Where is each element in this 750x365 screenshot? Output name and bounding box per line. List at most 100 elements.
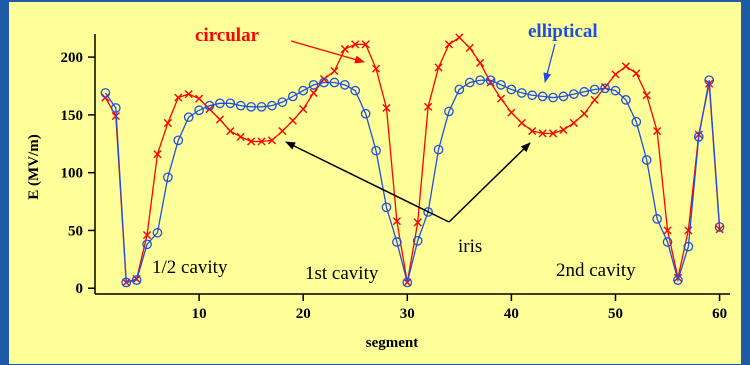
annotation-2nd-cavity: 2nd cavity	[556, 260, 636, 281]
data-point-circular	[642, 91, 651, 100]
data-point-circular	[392, 217, 401, 226]
annotation-iris: iris	[458, 236, 482, 257]
x-tick-label: 10	[192, 306, 207, 322]
data-point-elliptical	[516, 88, 527, 98]
x-tick-label: 20	[296, 306, 311, 322]
data-point-elliptical	[423, 207, 433, 217]
data-point-elliptical	[537, 91, 548, 102]
data-point-elliptical	[464, 77, 475, 88]
data-point-elliptical	[308, 79, 319, 90]
data-point-elliptical	[579, 86, 590, 97]
y-tick-label: 150	[61, 108, 84, 124]
data-point-elliptical	[527, 90, 538, 101]
data-point-elliptical	[485, 75, 496, 86]
data-point-elliptical	[183, 112, 194, 123]
data-point-elliptical	[589, 84, 600, 95]
x-tick-label: 60	[712, 306, 727, 322]
x-tick-label: 40	[504, 306, 519, 322]
legend-arrow-elliptical	[543, 43, 556, 83]
data-point-elliptical	[402, 277, 413, 288]
data-point-elliptical	[673, 275, 683, 285]
data-point-circular	[309, 88, 318, 98]
data-point-circular	[507, 108, 516, 117]
field-profile-chart: 10 20 30 40 50 60 0 50 100 150 200 segment E (MV/m…	[26, 21, 730, 351]
y-tick-label: 50	[68, 223, 83, 239]
data-point-circular	[319, 74, 329, 84]
data-point-circular	[580, 109, 589, 118]
data-point-elliptical	[693, 131, 704, 142]
data-point-elliptical	[225, 98, 236, 109]
data-point-elliptical	[121, 277, 132, 288]
data-point-elliptical	[454, 84, 465, 95]
series-line-circular	[104, 36, 721, 284]
data-point-circular	[590, 95, 599, 104]
data-point-elliptical	[558, 91, 569, 102]
series-line-elliptical	[104, 79, 721, 284]
data-point-circular	[278, 126, 287, 136]
x-tick-label: 30	[400, 306, 415, 322]
chart-panel: 10 20 30 40 50 60 0 50 100 150 200 segment E (MV/m…	[9, 2, 741, 364]
data-point-elliptical	[329, 77, 340, 88]
y-tick-label: 100	[61, 166, 84, 182]
data-point-circular	[267, 136, 277, 145]
data-point-circular	[476, 58, 485, 67]
data-point-circular	[153, 150, 162, 159]
data-point-elliptical	[381, 202, 392, 213]
data-point-circular	[434, 63, 443, 72]
data-point-elliptical	[298, 85, 309, 96]
data-point-elliptical	[569, 89, 579, 99]
data-point-elliptical	[215, 98, 225, 109]
data-point-circular	[236, 132, 245, 141]
data-point-circular	[455, 33, 464, 42]
data-point-elliptical	[548, 92, 558, 103]
data-point-circular	[163, 118, 172, 128]
data-point-elliptical	[204, 100, 215, 111]
data-point-elliptical	[235, 100, 246, 111]
data-point-circular	[548, 129, 558, 138]
data-point-elliptical	[433, 144, 444, 155]
data-point-elliptical	[475, 75, 486, 86]
data-point-elliptical	[246, 101, 256, 112]
data-point-circular	[621, 62, 630, 71]
data-point-elliptical	[610, 85, 621, 96]
data-point-elliptical	[360, 108, 371, 119]
data-point-elliptical	[173, 135, 184, 146]
data-point-elliptical	[319, 77, 329, 88]
data-point-elliptical	[100, 88, 111, 98]
data-point-elliptical	[287, 91, 298, 102]
data-point-circular	[257, 137, 266, 146]
data-point-circular	[611, 70, 620, 79]
data-point-circular	[288, 116, 297, 125]
data-point-circular	[528, 126, 537, 136]
y-axis-title: E (MV/m)	[26, 134, 42, 199]
data-point-circular	[247, 137, 256, 146]
data-point-elliptical	[339, 79, 350, 90]
data-point-elliptical	[600, 83, 610, 94]
data-point-circular	[330, 66, 339, 76]
data-point-elliptical	[350, 85, 361, 96]
data-point-circular	[382, 103, 391, 113]
data-point-elliptical	[152, 227, 163, 238]
data-point-elliptical	[662, 237, 673, 247]
annotation-half-cavity: 1/2 cavity	[152, 257, 228, 278]
data-point-circular	[142, 230, 152, 240]
data-point-circular	[351, 40, 360, 49]
data-point-elliptical	[412, 235, 423, 246]
data-point-circular	[517, 118, 526, 128]
data-point-circular	[444, 40, 454, 49]
data-point-circular	[371, 64, 381, 73]
data-point-elliptical	[163, 172, 173, 183]
legend-label-circular: circular	[195, 25, 260, 46]
data-point-elliptical	[267, 100, 277, 111]
data-point-circular	[663, 226, 672, 235]
y-tick-label: 0	[76, 281, 84, 297]
iris-arrow-left	[285, 141, 450, 223]
data-point-elliptical	[631, 116, 642, 127]
series-elliptical	[100, 75, 725, 288]
data-point-elliptical	[652, 214, 662, 224]
data-point-circular	[465, 43, 474, 52]
data-point-elliptical	[194, 105, 204, 116]
data-point-circular	[715, 225, 724, 234]
iris-arrow-right	[448, 142, 531, 223]
data-point-circular	[361, 40, 370, 49]
